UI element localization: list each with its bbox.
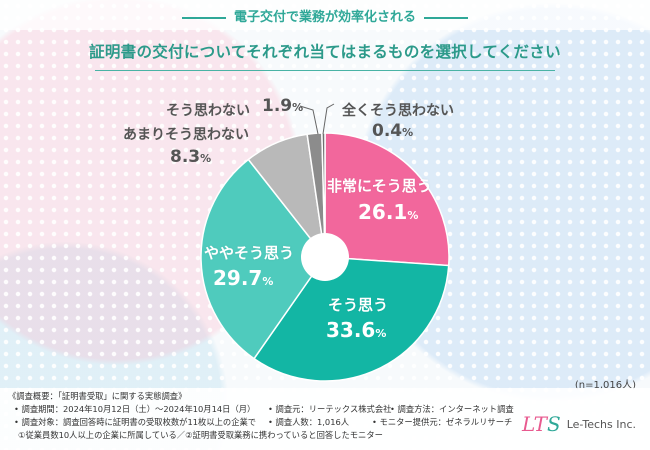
pct-yaya-value: 29.7 bbox=[213, 266, 263, 290]
sample-size: (n=1,016人) bbox=[574, 380, 636, 391]
pct-somowanai-unit: % bbox=[292, 101, 304, 114]
logo-mark: LTS bbox=[522, 412, 561, 436]
pct-mattaku-value: 0.4 bbox=[372, 121, 403, 141]
pct-hijouni-value: 26.1 bbox=[358, 200, 408, 224]
pct-amari-value: 8.3 bbox=[170, 147, 201, 167]
header-band bbox=[0, 0, 650, 30]
footnote-provider: • モニター提供元：ゼネラルリサーチ bbox=[372, 417, 513, 427]
footnote-count: • 調査人数：1,016人 bbox=[268, 417, 350, 427]
subtitle-rule-left bbox=[181, 16, 226, 19]
pct-somowanai-value: 1.9 bbox=[262, 96, 293, 116]
pct-yaya-unit: % bbox=[262, 275, 274, 288]
subtitle-rule-right bbox=[424, 16, 468, 19]
pct-soomou: 33.6% bbox=[326, 318, 386, 342]
label-amari: あまりそう思わない bbox=[123, 127, 249, 143]
pie-center-hole bbox=[301, 233, 349, 281]
logo-mark-lt: LT bbox=[522, 412, 547, 436]
label-hijouni: 非常にそう思う bbox=[327, 177, 432, 195]
title-underline bbox=[95, 70, 555, 71]
pct-soomou-unit: % bbox=[375, 327, 387, 340]
chart-title: 証明書の交付についてそれぞれ当てはまるものを選択してください bbox=[89, 43, 561, 61]
pct-somowanai: 1.9% bbox=[262, 96, 303, 116]
pct-amari-unit: % bbox=[200, 152, 212, 165]
company-logo: LTS Le-Techs Inc. bbox=[522, 412, 636, 436]
logo-name: Le-Techs Inc. bbox=[566, 417, 636, 431]
pct-soomou-value: 33.6 bbox=[326, 318, 376, 342]
pct-hijouni-unit: % bbox=[407, 209, 419, 222]
label-mattaku: 全くそう思わない bbox=[342, 103, 454, 119]
label-somowanai: そう思わない bbox=[166, 103, 250, 119]
subtitle: 電子交付で業務が効率化される bbox=[0, 6, 650, 25]
leader-line-soomowanai bbox=[299, 105, 319, 135]
leader-line-mattaku bbox=[322, 103, 335, 135]
pct-mattaku: 0.4% bbox=[372, 121, 413, 141]
pct-hijouni: 26.1% bbox=[358, 200, 418, 224]
footnote-source: • 調査元：リーテックス株式会社 bbox=[268, 404, 392, 414]
label-yaya: ややそう思う bbox=[204, 244, 295, 262]
footer bbox=[0, 388, 650, 450]
pct-amari: 8.3% bbox=[170, 147, 211, 167]
label-soomou: そう思う bbox=[328, 296, 389, 314]
pie-slice-yaya bbox=[200, 158, 326, 360]
footnote-target: • 調査対象：調査回答時に証明書の受取枚数が11枚以上の企業で bbox=[14, 417, 257, 427]
footnote-method: • 調査方法：インターネット調査 bbox=[390, 404, 514, 414]
pct-yaya: 29.7% bbox=[213, 266, 273, 290]
subtitle-text: 電子交付で業務が効率化される bbox=[233, 10, 416, 25]
pct-mattaku-unit: % bbox=[402, 126, 414, 139]
footnote-period: • 調査期間：2024年10月12日（土）～2024年10月14日（月） bbox=[14, 404, 256, 414]
logo-mark-s: S bbox=[547, 412, 561, 436]
footnote-survey: 《調査概要：「証明書受取」に関する実態調査》 bbox=[8, 391, 187, 401]
footnote-conditions: ①従業員数10人以上の企業に所属している／②証明書受取業務に携わっていると回答し… bbox=[18, 430, 383, 440]
pie-slice-hijouni bbox=[324, 132, 450, 267]
pie-slice-soomou bbox=[252, 256, 450, 382]
